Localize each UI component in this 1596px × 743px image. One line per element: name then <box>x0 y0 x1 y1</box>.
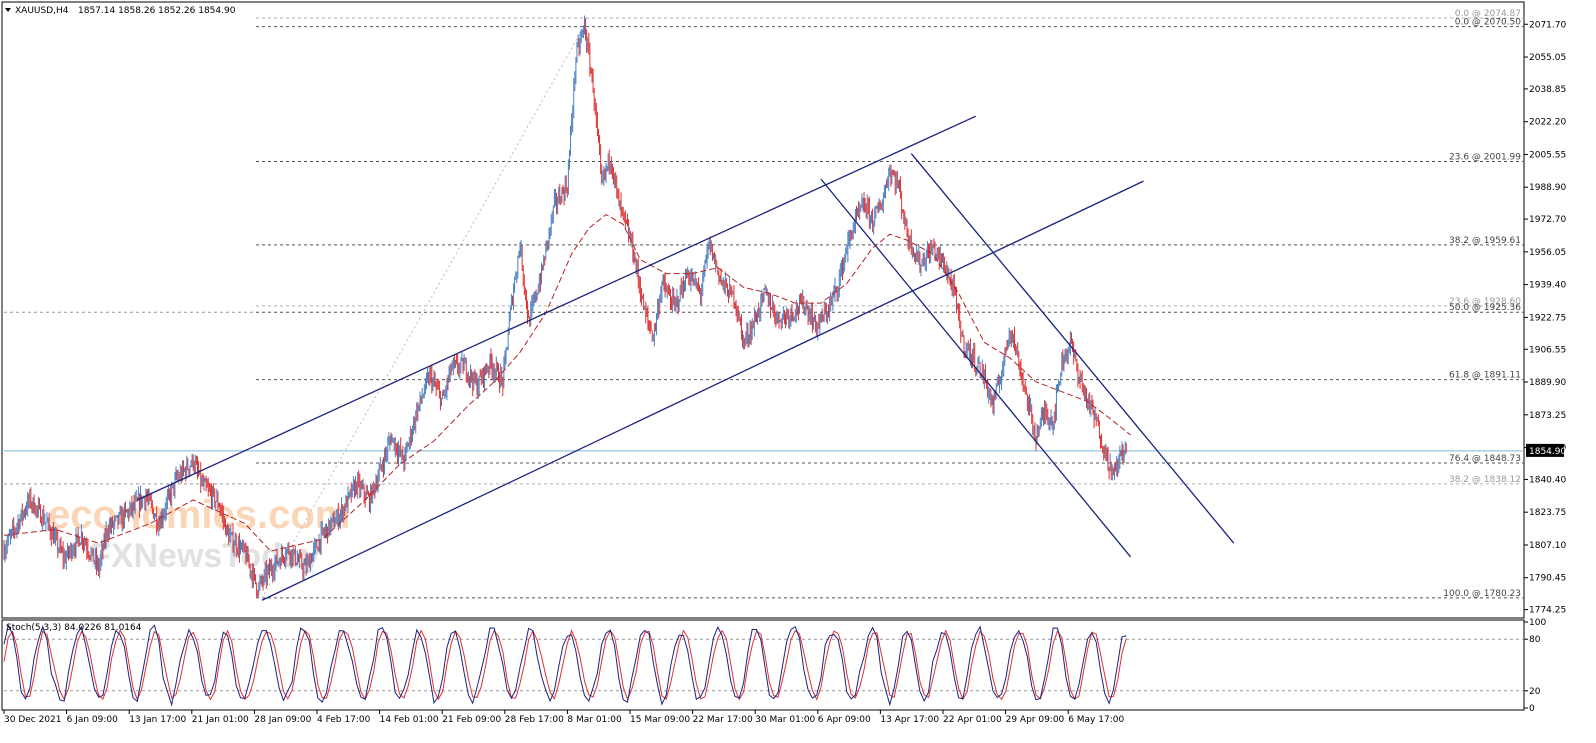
price-tick-label: 1922.75 <box>1529 313 1566 323</box>
fib-level-label: 61.8 @ 1891.11 <box>1449 371 1521 381</box>
stochastic-oscillator <box>3 624 1524 707</box>
price-tick-label: 2038.85 <box>1529 85 1566 95</box>
stoch-axis: 100 80 20 0 <box>1524 618 1546 714</box>
time-tick-label: 6 Apr 09:00 <box>818 715 871 725</box>
price-tick-label: 2055.05 <box>1529 53 1566 63</box>
dropdown-triangle-icon[interactable] <box>5 8 11 12</box>
channel-line-rising-upper <box>137 115 977 501</box>
fib-level-label: 76.4 @ 1848.73 <box>1449 454 1521 464</box>
time-tick-label: 13 Apr 17:00 <box>880 715 939 725</box>
fib-level-label: 0.0 @ 2070.50 <box>1455 18 1522 28</box>
stoch-panel-frame <box>1 619 1525 711</box>
fib-level-label: 23.6 @ 1928.60 <box>1449 297 1521 307</box>
chart-ohlc: 1857.14 1858.26 1852.26 1854.90 <box>78 6 236 16</box>
time-tick-label: 28 Jan 09:00 <box>254 715 311 725</box>
current-price-label: 1854.90 <box>1529 447 1566 457</box>
time-tick-label: 4 Feb 17:00 <box>317 715 371 725</box>
time-tick-label: 6 Jan 09:00 <box>67 715 119 725</box>
fibonacci-levels: 0.0 @ 2074.870.0 @ 2070.50 23.6 @ 2001.99… <box>4 9 1524 599</box>
price-tick-label: 2071.70 <box>1529 20 1566 30</box>
price-tick-label: 1889.90 <box>1529 378 1566 388</box>
stoch-main-line <box>3 624 1127 707</box>
time-tick-label: 21 Jan 01:00 <box>192 715 249 725</box>
channel-line-rising-lower <box>261 180 1144 601</box>
fib-level-label: 38.2 @ 1959.61 <box>1449 236 1521 246</box>
main-panel-frame <box>1 1 1525 619</box>
chart-symbol: XAUUSD,H4 <box>15 6 69 16</box>
price-tick-label: 1807.10 <box>1529 541 1566 551</box>
time-tick-label: 30 Mar 01:00 <box>755 715 815 725</box>
fib-level-label: 0.0 @ 2074.87 <box>1455 9 1521 19</box>
price-bars <box>3 15 1127 598</box>
time-tick-label: 21 Feb 09:00 <box>442 715 501 725</box>
price-axis: 2071.70 2055.05 2038.85 2022.20 2005.55 1988.… <box>1524 20 1566 616</box>
price-tick-label: 1972.70 <box>1529 215 1566 225</box>
time-tick-label: 13 Jan 17:00 <box>129 715 186 725</box>
time-tick-label: 15 Mar 09:00 <box>630 715 690 725</box>
price-tick-label: 1823.75 <box>1529 508 1566 518</box>
time-tick-label: 29 Apr 09:00 <box>1006 715 1065 725</box>
fib-level-label: 23.6 @ 2001.99 <box>1449 152 1521 162</box>
stoch-title: Stoch(5,3,3) 84.0226 81.0164 <box>6 623 142 633</box>
price-tick-label: 1873.25 <box>1529 411 1566 421</box>
fib-level-label: 50.0 @ 1925.36 <box>1449 303 1521 313</box>
stoch-tick-label: 100 <box>1529 618 1546 628</box>
price-tick-label: 1906.55 <box>1529 345 1566 355</box>
moving-average-line <box>3 213 1131 552</box>
time-tick-label: 22 Apr 01:00 <box>943 715 1002 725</box>
time-tick-label: 30 Dec 2021 <box>4 715 62 725</box>
price-tick-label: 1840.40 <box>1529 475 1566 485</box>
time-tick-label: 22 Mar 17:00 <box>693 715 753 725</box>
time-axis: 30 Dec 2021 6 Jan 09:00 13 Jan 17:00 21 Jan… <box>3 710 1124 725</box>
time-tick-label: 14 Feb 01:00 <box>380 715 439 725</box>
moving-average <box>3 213 1131 552</box>
time-tick-label: 8 Mar 01:00 <box>567 715 622 725</box>
channel-line-falling-lower <box>820 178 1132 558</box>
watermark-brand: economies.com <box>48 493 350 537</box>
price-tick-label: 1774.25 <box>1529 606 1566 616</box>
price-tick-label: 2022.20 <box>1529 118 1566 128</box>
stoch-tick-label: 20 <box>1529 687 1541 697</box>
stoch-tick-label: 0 <box>1529 704 1535 714</box>
channel-line-falling-upper <box>910 153 1235 544</box>
time-tick-label: 28 Feb 17:00 <box>505 715 564 725</box>
price-tick-label: 1939.40 <box>1529 281 1566 291</box>
fib-level-label: 38.2 @ 1838.12 <box>1449 475 1521 485</box>
price-tick-label: 2005.55 <box>1529 150 1566 160</box>
fib-level-label: 100.0 @ 1780.23 <box>1443 589 1521 599</box>
price-tick-label: 1988.90 <box>1529 183 1566 193</box>
price-tick-label: 1956.05 <box>1529 248 1566 258</box>
current-price-tag <box>1526 443 1564 457</box>
time-tick-label: 6 May 17:00 <box>1068 715 1124 725</box>
trend-channels <box>137 115 1235 601</box>
price-tick-label: 1790.45 <box>1529 574 1566 584</box>
stoch-tick-label: 80 <box>1529 635 1541 645</box>
